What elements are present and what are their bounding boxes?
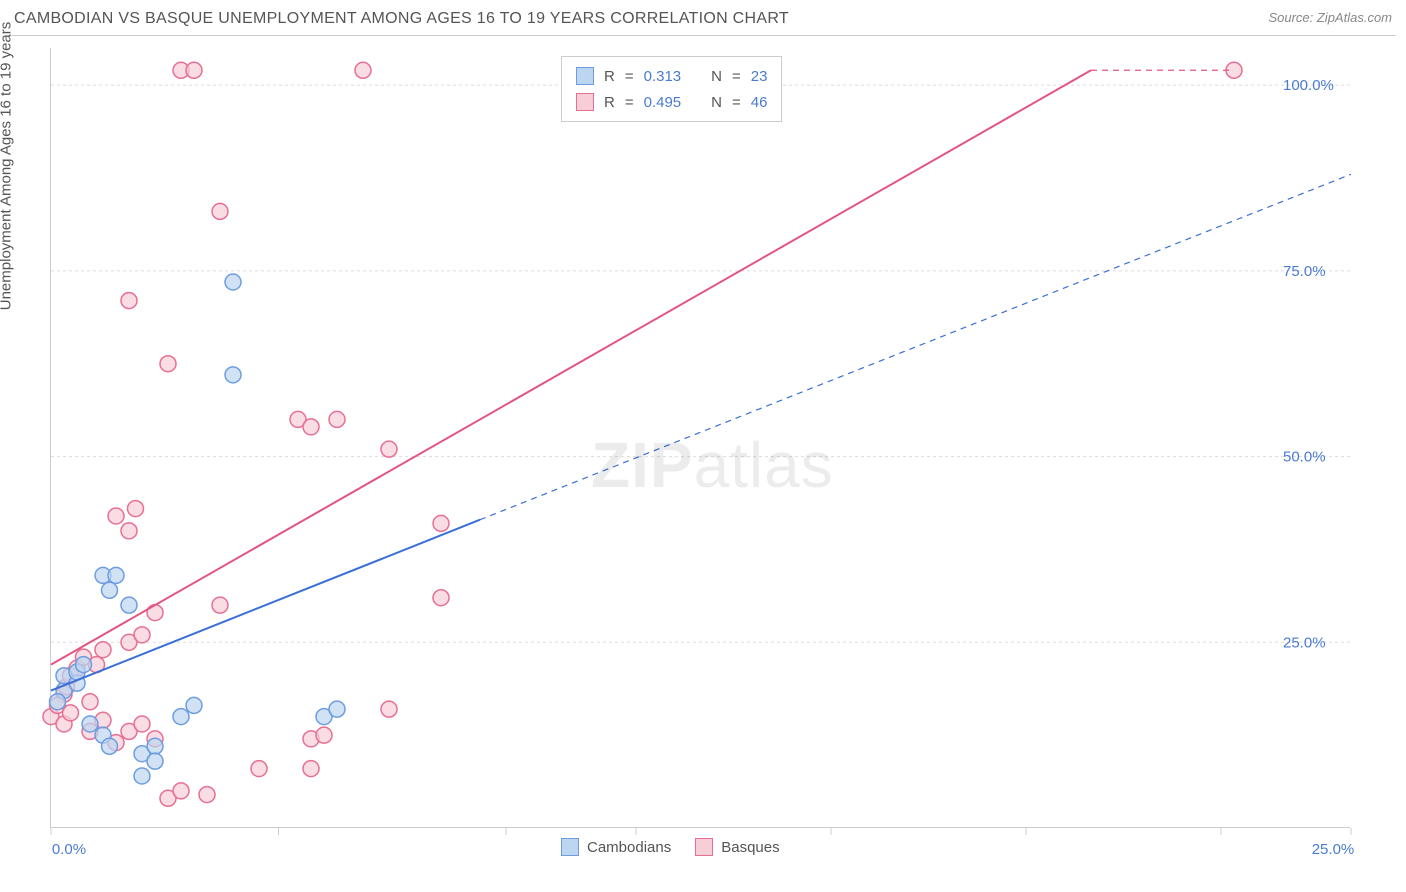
r-label: R <box>604 94 615 111</box>
basques-point <box>121 293 137 309</box>
basques-point <box>134 716 150 732</box>
series-legend: Cambodians Basques <box>561 838 780 856</box>
legend-item-cambodians: Cambodians <box>561 838 671 856</box>
basques-point <box>251 761 267 777</box>
basques-point <box>128 501 144 517</box>
cambodians-point <box>50 694 66 710</box>
cambodians-point <box>225 367 241 383</box>
r-value: 0.313 <box>644 68 682 85</box>
basques-point <box>121 523 137 539</box>
equals-sign: = <box>732 94 741 111</box>
basques-point <box>95 642 111 658</box>
equals-sign: = <box>732 68 741 85</box>
legend-label: Cambodians <box>587 839 671 856</box>
basques-point <box>63 705 79 721</box>
cambodians-point <box>108 567 124 583</box>
basques-point <box>160 356 176 372</box>
cambodians-point <box>147 738 163 754</box>
y-tick-label: 25.0% <box>1283 634 1326 651</box>
basques-point <box>134 627 150 643</box>
n-value: 46 <box>751 94 768 111</box>
basques-point <box>355 62 371 78</box>
cambodians-point <box>173 709 189 725</box>
basques-point <box>82 694 98 710</box>
correlation-stats-box: R = 0.313 N = 23 R = 0.495 N = 46 <box>561 56 782 122</box>
basques-point <box>186 62 202 78</box>
basques-point <box>108 508 124 524</box>
cambodians-point <box>102 738 118 754</box>
y-tick-label: 50.0% <box>1283 449 1326 466</box>
x-tick-label: 25.0% <box>1312 841 1355 858</box>
chart-title: CAMBODIAN VS BASQUE UNEMPLOYMENT AMONG A… <box>14 10 789 28</box>
chart-container: CAMBODIAN VS BASQUE UNEMPLOYMENT AMONG A… <box>0 0 1406 892</box>
basques-point <box>381 701 397 717</box>
n-value: 23 <box>751 68 768 85</box>
y-axis-label: Unemployment Among Ages 16 to 19 years <box>0 22 15 311</box>
basques-point <box>173 783 189 799</box>
r-value: 0.495 <box>644 94 682 111</box>
basques-swatch <box>695 838 713 856</box>
cambodians-point <box>82 716 98 732</box>
cambodians-point <box>147 753 163 769</box>
cambodians-swatch <box>576 67 594 85</box>
cambodians-point <box>225 274 241 290</box>
cambodians-point <box>102 582 118 598</box>
basques-point <box>329 411 345 427</box>
scatter-chart: 25.0%50.0%75.0%100.0%0.0%25.0% <box>51 48 1350 827</box>
basques-point <box>212 597 228 613</box>
basques-point <box>303 419 319 435</box>
legend-item-basques: Basques <box>695 838 779 856</box>
x-tick-label: 0.0% <box>52 841 86 858</box>
cambodians-point <box>329 701 345 717</box>
n-label: N <box>711 68 722 85</box>
cambodians-trendline-extrapolated <box>480 174 1351 519</box>
cambodians-point <box>121 597 137 613</box>
basques-point <box>199 787 215 803</box>
basques-point <box>433 590 449 606</box>
cambodians-point <box>76 657 92 673</box>
basques-point <box>303 761 319 777</box>
basques-trendline <box>51 70 1091 664</box>
basques-point <box>433 515 449 531</box>
equals-sign: = <box>625 68 634 85</box>
basques-point <box>212 203 228 219</box>
basques-point <box>147 605 163 621</box>
stats-row-cambodians: R = 0.313 N = 23 <box>576 63 767 89</box>
plot-area: 25.0%50.0%75.0%100.0%0.0%25.0% ZIPatlas … <box>50 48 1350 828</box>
title-bar: CAMBODIAN VS BASQUE UNEMPLOYMENT AMONG A… <box>10 10 1396 36</box>
y-tick-label: 75.0% <box>1283 263 1326 280</box>
basques-point <box>381 441 397 457</box>
cambodians-point <box>134 768 150 784</box>
cambodians-point <box>186 697 202 713</box>
y-tick-label: 100.0% <box>1283 77 1334 94</box>
equals-sign: = <box>625 94 634 111</box>
basques-point <box>316 727 332 743</box>
legend-label: Basques <box>721 839 779 856</box>
source-label: Source: ZipAtlas.com <box>1268 10 1392 25</box>
cambodians-swatch <box>561 838 579 856</box>
cambodians-trendline <box>51 520 480 691</box>
basques-swatch <box>576 93 594 111</box>
stats-row-basques: R = 0.495 N = 46 <box>576 89 767 115</box>
n-label: N <box>711 94 722 111</box>
r-label: R <box>604 68 615 85</box>
